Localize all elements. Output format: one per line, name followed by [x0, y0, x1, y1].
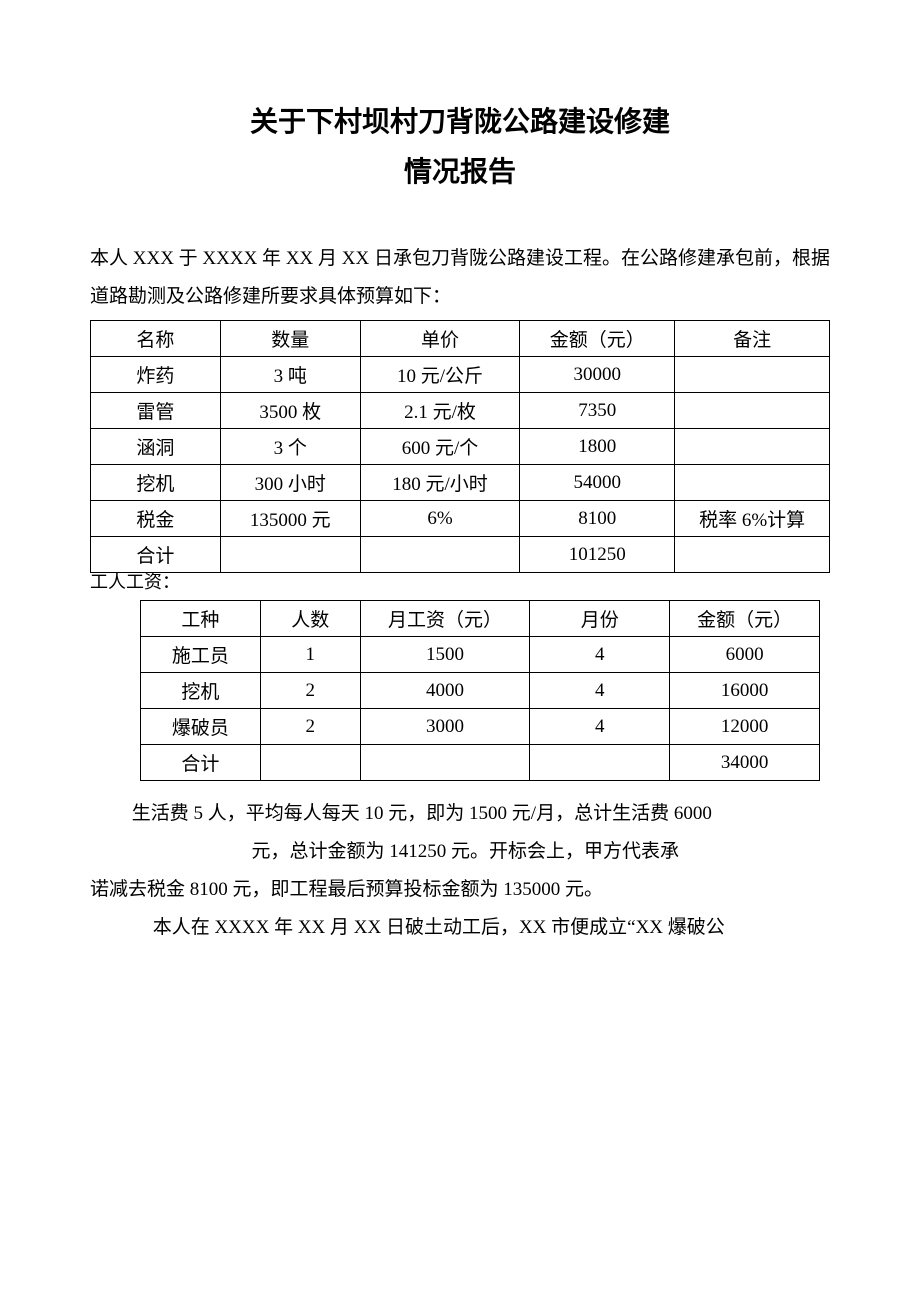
- cell: 6%: [360, 501, 520, 537]
- cell: 3000: [360, 709, 530, 745]
- cell: 合计: [141, 745, 261, 781]
- cell: 16000: [670, 673, 820, 709]
- cell: [675, 357, 830, 393]
- table-header-row: 工种 人数 月工资（元） 月份 金额（元）: [141, 601, 820, 637]
- wcol-amount: 金额（元）: [670, 601, 820, 637]
- closing-paragraph: 本人在 XXXX 年 XX 月 XX 日破土动工后，XX 市便成立“XX 爆破公: [90, 909, 830, 947]
- cell: 54000: [520, 465, 675, 501]
- wages-label: 工人工资：: [90, 568, 830, 594]
- cell: [675, 429, 830, 465]
- wcol-salary: 月工资（元）: [360, 601, 530, 637]
- col-name: 名称: [91, 321, 221, 357]
- wages-table: 工种 人数 月工资（元） 月份 金额（元） 施工员 1 1500 4 6000 …: [140, 600, 820, 781]
- intro-paragraph: 本人 XXX 于 XXXX 年 XX 月 XX 日承包刀背陇公路建设工程。在公路…: [90, 240, 830, 316]
- cell: [360, 745, 530, 781]
- cell: 30000: [520, 357, 675, 393]
- cell: 34000: [670, 745, 820, 781]
- wcol-month: 月份: [530, 601, 670, 637]
- cell: 3 个: [220, 429, 360, 465]
- table-row: 爆破员 2 3000 4 12000: [141, 709, 820, 745]
- cell: 3 吨: [220, 357, 360, 393]
- cell: 135000 元: [220, 501, 360, 537]
- cell: 4: [530, 637, 670, 673]
- cell: 1500: [360, 637, 530, 673]
- wcol-count: 人数: [260, 601, 360, 637]
- cell: 3500 枚: [220, 393, 360, 429]
- table-row: 税金 135000 元 6% 8100 税率 6%计算: [91, 501, 830, 537]
- cell: [675, 393, 830, 429]
- cell: [530, 745, 670, 781]
- summary-line-1: 生活费 5 人，平均每人每天 10 元，即为 1500 元/月，总计生活费 60…: [90, 795, 830, 833]
- table-row: 雷管 3500 枚 2.1 元/枚 7350: [91, 393, 830, 429]
- cell: 180 元/小时: [360, 465, 520, 501]
- cell: 挖机: [141, 673, 261, 709]
- cell: 税率 6%计算: [675, 501, 830, 537]
- wcol-type: 工种: [141, 601, 261, 637]
- cell: 300 小时: [220, 465, 360, 501]
- cell: 爆破员: [141, 709, 261, 745]
- table-row: 挖机 2 4000 4 16000: [141, 673, 820, 709]
- cell: 4: [530, 673, 670, 709]
- col-qty: 数量: [220, 321, 360, 357]
- cell: 8100: [520, 501, 675, 537]
- cell: 1: [260, 637, 360, 673]
- document-title-line1: 关于下村坝村刀背陇公路建设修建: [90, 100, 830, 140]
- summary-line-2: 元，总计金额为 141250 元。开标会上，甲方代表承: [90, 833, 830, 871]
- col-note: 备注: [675, 321, 830, 357]
- table-row: 合计 34000: [141, 745, 820, 781]
- cell: [260, 745, 360, 781]
- summary-block: 生活费 5 人，平均每人每天 10 元，即为 1500 元/月，总计生活费 60…: [90, 795, 830, 947]
- table-row: 挖机 300 小时 180 元/小时 54000: [91, 465, 830, 501]
- table-row: 涵洞 3 个 600 元/个 1800: [91, 429, 830, 465]
- cell: 7350: [520, 393, 675, 429]
- cell: 600 元/个: [360, 429, 520, 465]
- cell: 税金: [91, 501, 221, 537]
- summary-line-3: 诺减去税金 8100 元，即工程最后预算投标金额为 135000 元。: [90, 871, 830, 909]
- cell: 2.1 元/枚: [360, 393, 520, 429]
- cell: 2: [260, 709, 360, 745]
- table-row: 炸药 3 吨 10 元/公斤 30000: [91, 357, 830, 393]
- cell: 挖机: [91, 465, 221, 501]
- budget-table: 名称 数量 单价 金额（元） 备注 炸药 3 吨 10 元/公斤 30000 雷…: [90, 320, 830, 573]
- cell: 1800: [520, 429, 675, 465]
- cell: 10 元/公斤: [360, 357, 520, 393]
- cell: 2: [260, 673, 360, 709]
- col-amount: 金额（元）: [520, 321, 675, 357]
- cell: 4000: [360, 673, 530, 709]
- cell: 6000: [670, 637, 820, 673]
- col-price: 单价: [360, 321, 520, 357]
- table-header-row: 名称 数量 单价 金额（元） 备注: [91, 321, 830, 357]
- cell: 施工员: [141, 637, 261, 673]
- cell: 4: [530, 709, 670, 745]
- cell: 涵洞: [91, 429, 221, 465]
- cell: 炸药: [91, 357, 221, 393]
- cell: [675, 465, 830, 501]
- document-title-line2: 情况报告: [90, 150, 830, 190]
- cell: 12000: [670, 709, 820, 745]
- table-row: 施工员 1 1500 4 6000: [141, 637, 820, 673]
- cell: 雷管: [91, 393, 221, 429]
